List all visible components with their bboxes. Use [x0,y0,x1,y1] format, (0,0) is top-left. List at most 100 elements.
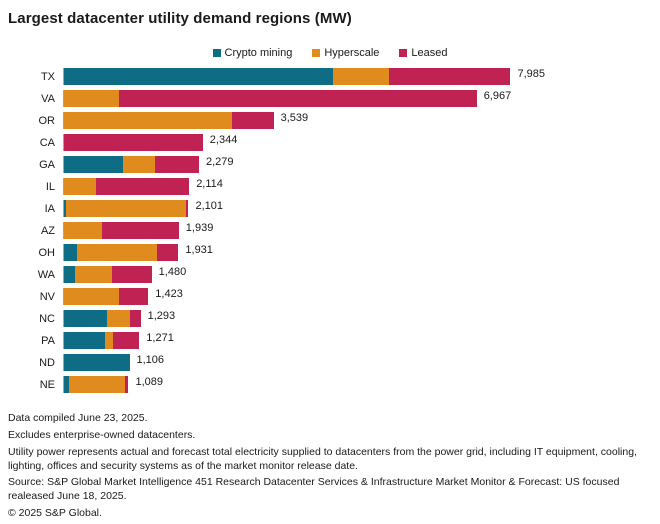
bar-value-label: 1,480 [158,266,187,278]
chart-rows: TX 7,985 VA 6,967 OR 3,539 CA 2,344 GA 2,279 IL 2,1… [8,65,652,398]
chart-title: Largest datacenter utility demand region… [8,10,352,27]
footnote-source: Source: S&P Global Market Intelligence 4… [8,476,620,503]
bar-track: 2,344 [63,134,545,151]
bar-track: 1,423 [63,288,545,305]
category-label: NC [39,312,55,325]
bar-segment-crypto-mining [64,266,75,283]
bar-value-label: 2,344 [209,134,238,146]
bar-track: 1,931 [63,244,545,261]
bar-segment-leased [155,156,199,173]
bar-segment-crypto-mining [64,200,67,217]
bar-row-az: AZ 1,939 [8,222,652,239]
bar-segment-hyperscale [106,310,131,327]
bar-value-label: 2,101 [195,200,223,212]
bar-value-label: 1,089 [135,376,164,388]
bar-track: 1,106 [63,354,545,371]
footnote-excludes: Excludes enterprise-owned datacenters. [8,428,196,441]
bar-row-va: VA 6,967 [8,90,652,107]
bar-segment-leased [119,288,149,305]
category-label: TX [40,70,55,83]
bar-row-oh: OH 1,931 [8,244,652,261]
bar-segment-crypto-mining [64,376,70,393]
bar-segment-hyperscale [64,178,96,195]
bar-segment-leased [101,222,179,239]
bar-track: 1,271 [63,332,545,349]
bar-segment-hyperscale [64,90,120,107]
bar-value-label: 1,931 [185,244,213,256]
legend-label: Leased [411,47,448,59]
bar-segment-hyperscale [104,332,113,349]
bar-segment-leased [156,244,179,261]
category-label: PA [41,334,55,347]
bar-value-label: 1,939 [185,222,214,234]
footnote-copyright: © 2025 S&P Global. [8,507,102,520]
bar-segment-hyperscale [64,112,232,129]
category-label: GA [39,158,55,171]
bar-segment-leased [112,266,152,283]
bar-segment-leased [186,200,189,217]
bar-row-ia: IA 2,101 [8,200,652,217]
bar-segment-crypto-mining [64,156,123,173]
bar-segment-hyperscale [64,288,120,305]
bar-segment-leased [389,68,511,85]
bar-segment-hyperscale [122,156,156,173]
legend-swatch-icon [399,49,408,57]
bar-segment-hyperscale [74,266,113,283]
legend-item-hyperscale: Hyperscale [312,47,379,59]
bar-row-tx: TX 7,985 [8,68,652,85]
bar-row-ne: NE 1,089 [8,376,652,393]
footnote-utility-power: Utility power represents actual and fore… [8,445,637,472]
bar-row-il: IL 2,114 [8,178,652,195]
bar-row-nc: NC 1,293 [8,310,652,327]
bar-segment-crypto-mining [64,354,130,371]
bar-segment-crypto-mining [64,310,107,327]
bar-value-label: 1,423 [155,288,183,300]
bar-track: 1,293 [63,310,545,327]
bar-segment-hyperscale [66,200,187,217]
bar-segment-leased [124,376,129,393]
legend-swatch-icon [212,49,221,57]
bar-value-label: 6,967 [483,90,512,102]
bar-row-or: OR 3,539 [8,112,652,129]
bar-row-wa: WA 1,480 [8,266,652,283]
bar-row-nv: NV 1,423 [8,288,652,305]
bar-track: 1,939 [63,222,545,239]
bar-track: 7,985 [63,68,545,85]
bar-value-label: 7,985 [517,68,545,80]
category-label: CA [39,136,55,149]
bar-segment-hyperscale [77,244,157,261]
bar-segment-leased [119,90,477,107]
bar-value-label: 2,279 [205,156,234,168]
bar-value-label: 1,106 [136,354,165,366]
legend-label: Crypto mining [224,47,293,59]
bar-segment-hyperscale [64,222,102,239]
bar-segment-leased [231,112,274,129]
legend-item-leased: Leased [399,47,447,59]
bar-row-ga: GA 2,279 [8,156,652,173]
bar-row-ca: CA 2,344 [8,134,652,151]
stacked-bar-chart: TX 7,985 VA 6,967 OR 3,539 CA 2,344 GA 2,279 IL 2,1… [8,65,652,398]
chart-legend: Crypto mining Hyperscale Leased [8,47,652,59]
bar-value-label: 1,271 [146,332,174,344]
bar-row-nd: ND 1,106 [8,354,652,371]
bar-track: 1,089 [63,376,545,393]
bar-segment-crypto-mining [64,68,334,85]
bar-value-label: 2,114 [196,178,223,190]
category-label: OR [38,114,56,127]
bar-segment-leased [64,134,203,151]
legend-label: Hyperscale [324,47,380,59]
bar-segment-leased [130,310,141,327]
bar-track: 2,101 [63,200,545,217]
bar-segment-crypto-mining [64,332,105,349]
bar-value-label: 3,539 [280,112,309,124]
category-label: WA [37,268,55,281]
bar-value-label: 1,293 [147,310,176,322]
category-label: IL [45,180,55,193]
legend-swatch-icon [312,49,321,57]
category-label: ND [39,356,55,369]
bar-segment-leased [95,178,190,195]
category-label: NE [39,378,55,391]
category-label: VA [41,92,55,105]
bar-track: 6,967 [63,90,545,107]
bar-track: 3,539 [63,112,545,129]
